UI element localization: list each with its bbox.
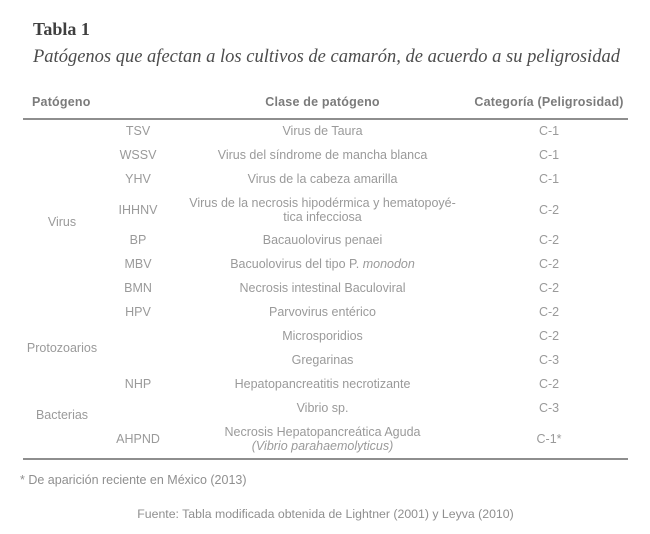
pathogen-category: C-1 (538, 124, 560, 139)
pathogen-abbr: NHP (124, 377, 152, 392)
pathogen-class: Necrosis intestinal Baculoviral (239, 281, 406, 296)
pathogen-class: Parvovirus entérico (269, 305, 377, 320)
pathogen-abbr: BMN (124, 281, 152, 296)
pathogen-abbr: WSSV (119, 148, 157, 163)
pathogen-category: C-2 (538, 305, 560, 320)
pathogen-category: C-1 (538, 172, 560, 187)
pathogen-class: Microsporidios (282, 329, 363, 344)
pathogen-category: C-2 (538, 257, 560, 272)
pathogen-class: Bacauolovirus penaei (262, 233, 383, 248)
pathogen-abbr: HPV (125, 305, 151, 320)
pathogen-group-label: Virus (47, 214, 77, 229)
pathogen-table: Patógeno Clase de patógeno Categoría (Pe… (23, 95, 629, 460)
table-row: MBV Bacuolovirus del tipo P. monodon C-2 (23, 253, 628, 277)
table-row: HPV Parvovirus entérico C-2 (23, 301, 628, 325)
pathogen-abbr (101, 325, 175, 349)
pathogen-class: Gregarinas (291, 353, 354, 368)
pathogen-group-label: Bacterias (35, 407, 89, 422)
pathogen-class: Necrosis Hepatopancreática Aguda (Vibrio … (224, 425, 421, 453)
pathogen-category: C-1 (538, 148, 560, 163)
pathogen-class: Virus del síndrome de mancha blanca (217, 148, 428, 163)
pathogen-abbr: TSV (125, 124, 151, 139)
pathogen-category: C-3 (538, 353, 560, 368)
pathogen-abbr: AHPND (116, 431, 160, 446)
table-row: BMN Necrosis intestinal Baculoviral C-2 (23, 277, 628, 301)
pathogen-category: C-2 (538, 281, 560, 296)
pathogen-abbr: BP (129, 233, 147, 248)
table-title: Patógenos que afectan a los cultivos de … (33, 47, 620, 67)
table-row: YHV Virus de la cabeza amarilla C-1 (23, 168, 628, 192)
pathogen-category: C-2 (538, 329, 560, 344)
table-row: Protozoarios Microsporidios C-2 (23, 325, 628, 356)
pathogen-category: C-3 (538, 401, 560, 416)
footnote: * De aparición reciente en México (2013) (20, 473, 247, 487)
pathogen-abbr: IHHNV (118, 202, 158, 217)
pathogen-class: Hepatopancreatitis necrotizante (234, 377, 411, 392)
table-row: Bacterias NHP Hepatopancreatitis necrotiza… (23, 373, 628, 422)
pathogen-table-body: Virus TSV Virus de Taura C-1 WSSV Virus del s… (23, 119, 628, 459)
table-number: Tabla 1 (33, 19, 90, 39)
table-row: Gregarinas C-3 (23, 349, 628, 373)
header-patogeno: Patógeno (23, 95, 176, 120)
pathogen-category: C-2 (538, 377, 560, 392)
table-row: IHHNV Virus de la necrosis hipodérmica y … (23, 192, 628, 229)
table-header-row: Patógeno Clase de patógeno Categoría (Pe… (23, 95, 629, 120)
table-row: Virus TSV Virus de Taura C-1 (23, 119, 628, 229)
pathogen-group-label: Protozoarios (26, 341, 98, 356)
pathogen-class: Virus de la cabeza amarilla (247, 172, 398, 187)
pathogen-class: Virus de Taura (282, 124, 363, 139)
pathogen-category: C-1* (536, 431, 562, 446)
pathogen-abbr (101, 349, 175, 373)
pathogen-abbr (101, 397, 175, 421)
pathogen-class: Virus de la necrosis hipodérmica y hemat… (189, 196, 456, 224)
table-row: WSSV Virus del síndrome de mancha blanca C… (23, 144, 628, 168)
header-clase: Clase de patógeno (175, 95, 471, 120)
page: Tabla 1 Patógenos que afectan a los cult… (20, 19, 629, 521)
table-row: AHPND Necrosis Hepatopancreática Aguda (Vi… (23, 421, 628, 459)
table-row: Vibrio sp. C-3 (23, 397, 628, 421)
header-categoria: Categoría (Peligrosidad) (470, 95, 629, 120)
pathogen-category: C-2 (538, 202, 560, 217)
pathogen-class: Vibrio sp. (296, 401, 349, 416)
pathogen-abbr: MBV (124, 257, 152, 272)
table-row: BP Bacauolovirus penaei C-2 (23, 229, 628, 253)
pathogen-class: Bacuolovirus del tipo P. monodon (230, 257, 415, 272)
pathogen-category: C-2 (538, 233, 560, 248)
pathogen-abbr: YHV (125, 172, 151, 187)
source-note: Fuente: Tabla modificada obtenida de Lig… (137, 507, 514, 521)
